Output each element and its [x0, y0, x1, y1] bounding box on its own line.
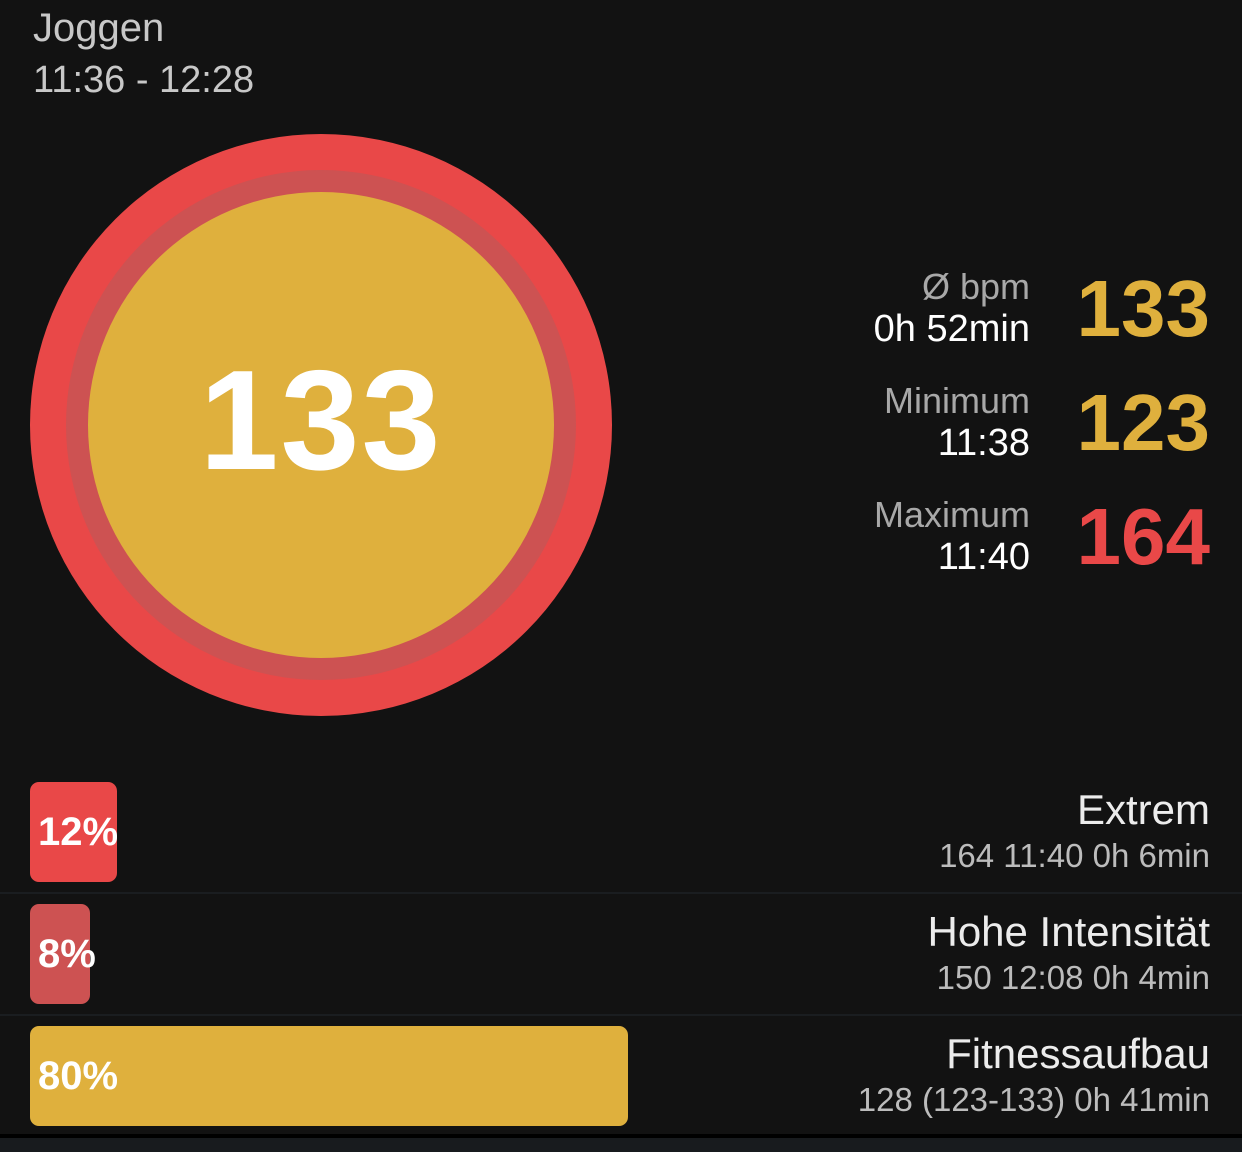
workout-title: Joggen: [33, 6, 165, 50]
stat-value: 123: [1076, 378, 1210, 467]
zone-bar: [30, 904, 90, 1004]
zone-name: Extrem: [1076, 786, 1210, 833]
zone-detail: 150 12:08 0h 4min: [936, 959, 1210, 996]
heart-rate-zones-list: 12% Extrem 164 11:40 0h 6min 8% Hohe Int…: [0, 772, 1242, 1136]
zone-row-hohe-intensitaet[interactable]: 8% Hohe Intensität 150 12:08 0h 4min: [0, 894, 1242, 1016]
stat-duration: 0h 52min: [873, 308, 1030, 350]
stats-panel: Ø bpm 0h 52min 133 Minimum 11:38 123 Max…: [790, 252, 1210, 594]
stat-label: Ø bpm: [921, 266, 1030, 307]
zone-name: Hohe Intensität: [927, 908, 1210, 955]
bottom-divider: [0, 1134, 1242, 1138]
stat-average: Ø bpm 0h 52min 133: [790, 252, 1210, 366]
average-bpm-value: 133: [199, 341, 443, 500]
stat-value: 133: [1076, 264, 1210, 353]
zone-row-fitnessaufbau[interactable]: 80% Fitnessaufbau 128 (123-133) 0h 41min: [0, 1016, 1242, 1136]
bottom-bar: [0, 1138, 1242, 1152]
stat-maximum: Maximum 11:40 164: [790, 480, 1210, 594]
heart-rate-gauge: 133: [88, 192, 554, 658]
zone-detail: 164 11:40 0h 6min: [939, 837, 1210, 874]
zone-percent: 80%: [38, 1053, 119, 1098]
stat-label: Minimum: [883, 380, 1030, 421]
stat-minimum: Minimum 11:38 123: [790, 366, 1210, 480]
workout-time-range: 11:36 - 12:28: [33, 59, 255, 101]
stat-time: 11:40: [937, 536, 1030, 578]
stat-time: 11:38: [937, 422, 1030, 464]
zone-bar: [30, 1026, 628, 1126]
zone-percent: 12%: [38, 809, 119, 854]
zone-name: Fitnessaufbau: [946, 1030, 1210, 1077]
zone-percent: 8%: [38, 931, 96, 976]
zone-bar: [30, 782, 117, 882]
zone-detail: 128 (123-133) 0h 41min: [857, 1081, 1210, 1118]
stat-label: Maximum: [873, 494, 1030, 535]
stat-value: 164: [1076, 492, 1210, 581]
zone-row-extrem[interactable]: 12% Extrem 164 11:40 0h 6min: [0, 772, 1242, 894]
